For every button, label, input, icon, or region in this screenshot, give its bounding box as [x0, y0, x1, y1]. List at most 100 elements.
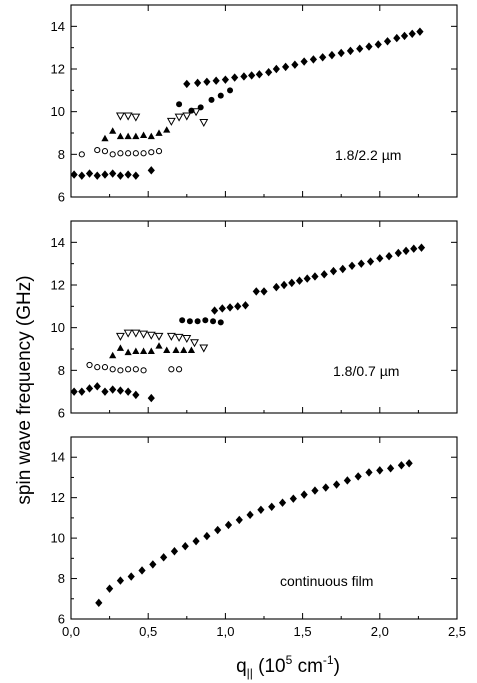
data-point — [123, 112, 133, 121]
data-point — [160, 553, 168, 562]
y-tick-label: 10 — [51, 531, 65, 546]
data-point — [240, 72, 248, 81]
data-point — [109, 151, 116, 158]
data-point — [168, 366, 175, 373]
data-point — [226, 303, 234, 312]
data-point — [246, 510, 254, 520]
data-point — [416, 27, 424, 36]
data-point — [95, 598, 103, 608]
data-point — [132, 366, 139, 373]
data-point — [303, 274, 311, 283]
data-point — [172, 346, 180, 353]
data-point — [132, 347, 140, 355]
data-point — [78, 151, 85, 158]
x-axis-title-base: q — [236, 656, 247, 677]
data-point — [132, 390, 140, 400]
data-point — [115, 112, 125, 121]
data-point — [117, 367, 124, 374]
series-open-triangle-down — [115, 329, 209, 353]
data-point — [147, 166, 155, 175]
x-tick-label: 1,5 — [294, 624, 312, 639]
data-point — [268, 502, 276, 511]
data-point — [376, 254, 384, 263]
data-point — [332, 480, 341, 489]
data-point — [354, 472, 362, 481]
series-filled-triangle — [109, 342, 196, 359]
y-tick-label: 10 — [51, 104, 65, 119]
y-tick-label: 8 — [58, 571, 65, 586]
data-point — [402, 246, 410, 256]
x-tick-label: 0,0 — [62, 624, 80, 639]
data-point — [163, 346, 171, 353]
data-point — [272, 64, 280, 74]
data-point — [70, 170, 78, 179]
series-open-circle — [86, 361, 183, 374]
data-point — [300, 57, 308, 66]
panel-annotation: continuous film — [280, 573, 373, 589]
data-point — [125, 150, 132, 157]
data-point — [218, 304, 226, 313]
data-point — [70, 387, 78, 396]
data-point — [320, 270, 328, 279]
data-point — [199, 118, 209, 127]
data-point — [217, 319, 224, 326]
data-point — [132, 132, 140, 140]
data-point — [109, 385, 117, 394]
data-point — [101, 134, 109, 142]
y-tick-label: 6 — [58, 190, 65, 205]
data-point — [365, 42, 373, 51]
data-point — [146, 331, 156, 340]
chart-panel-3: 6 8 10 12 14 0,0 0,5 1,0 1,5 2,0 2,5 continuous fil… — [51, 436, 466, 639]
data-point — [78, 387, 86, 396]
x-tick-label: 0,5 — [139, 624, 157, 639]
panel-annotation: 1.8/0.7 µm — [333, 363, 399, 379]
data-point — [116, 576, 125, 585]
data-point — [309, 55, 318, 64]
data-point — [132, 150, 139, 157]
data-point — [387, 464, 395, 473]
data-point — [183, 79, 191, 89]
data-point — [265, 68, 273, 77]
series-filled-diamond — [70, 243, 426, 403]
data-point — [346, 46, 355, 56]
data-point — [328, 50, 336, 60]
data-point — [117, 150, 124, 157]
data-point — [170, 547, 179, 556]
data-point — [132, 171, 140, 180]
data-point — [410, 244, 418, 253]
data-point — [109, 366, 116, 373]
plot-frame — [70, 4, 458, 198]
data-point — [383, 37, 392, 46]
y-tick-label: 6 — [58, 406, 65, 421]
data-point — [125, 366, 132, 373]
data-point — [295, 276, 304, 285]
series-open-triangle-down — [115, 108, 209, 127]
x-tick-label: 2,0 — [371, 624, 389, 639]
data-point — [203, 531, 211, 541]
data-point — [192, 536, 200, 546]
data-point — [179, 317, 186, 324]
data-point — [190, 339, 199, 348]
data-point — [140, 367, 147, 374]
data-point — [231, 73, 239, 82]
data-point — [101, 364, 109, 371]
data-point — [300, 490, 308, 499]
data-point — [109, 127, 117, 134]
data-point — [147, 347, 155, 355]
series-open-circle — [78, 146, 163, 158]
data-point — [147, 132, 155, 140]
data-point — [194, 318, 201, 325]
x-tick-label: 2,5 — [448, 624, 466, 639]
x-axis-title-subscript: || — [247, 666, 253, 680]
data-point — [217, 92, 224, 99]
data-point — [329, 266, 338, 276]
x-axis-title-exp: 5 — [286, 653, 293, 667]
data-point — [180, 346, 188, 353]
data-point — [199, 344, 209, 353]
data-point — [101, 170, 109, 179]
data-point — [221, 75, 229, 84]
data-point — [208, 96, 215, 103]
panels: 6 8 10 12 14 1.8/2.2 µm 6 8 10 12 14 1.8/0.7 µm 6 8 10… — [51, 4, 466, 639]
data-point — [210, 306, 219, 315]
